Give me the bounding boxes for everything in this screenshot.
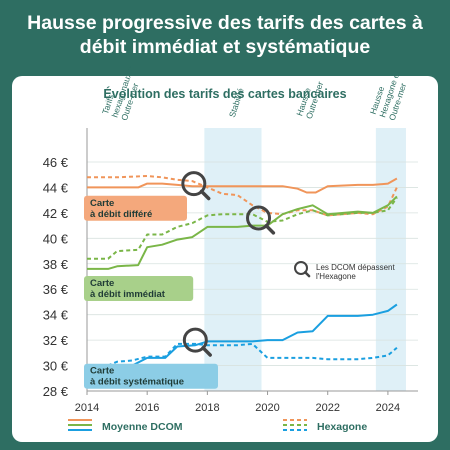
y-tick-label: 32 € [43,333,69,348]
x-tick-label: 2014 [75,402,99,414]
magnifier-legend-icon-handle [303,270,311,278]
y-tick-label: 46 € [43,155,69,170]
x-tick-label: 2024 [376,402,400,414]
series-orange-dashed [87,175,398,217]
series-label-0: Carte à débit différé [90,198,152,220]
marker-note-line: l'Hexagone [316,272,356,281]
y-tick-label: 40 € [43,231,69,246]
series-label-box-2 [84,363,218,389]
x-tick-label: 2016 [135,402,159,414]
magnifier-icon-2-lens [182,327,208,353]
series-label-2: Carte à débit systématique [90,366,184,388]
y-tick-label: 36 € [43,282,69,297]
magnifier-legend-icon-lens [294,261,308,275]
magnifier-icon-2-handle [201,346,212,357]
magnifier-icon-0-handle [199,189,211,201]
marker-note-line: Les DCOM dépassent [316,263,395,272]
y-tick-label: 28 € [43,384,69,399]
series-label-line: à débit systématique [90,377,184,388]
legend-dcom-label: Moyenne DCOM [102,421,183,433]
shaded-period-1 [375,128,406,391]
legend-hexagone-label: Hexagone [317,421,367,433]
magnifier-icon-1-handle [264,223,276,235]
x-tick-label: 2020 [255,402,279,414]
period-annotation-3: HausseHexagone etOutre-mer [368,66,412,122]
y-tick-label: 38 € [43,257,69,272]
y-tick-label: 42 € [43,206,69,221]
series-blue-dashed [87,342,398,368]
series-label-1: Carte à débit immédiat [90,278,166,300]
marker-note: Les DCOM dépassent l'Hexagone [316,263,395,281]
series-label-line: à débit différé [90,209,152,220]
series-label-box-1 [84,275,194,301]
series-green-dashed [87,197,398,260]
series-orange-solid [87,177,398,194]
shaded-period-0 [204,128,262,391]
magnifier-icon-1-lens [246,205,272,231]
y-tick-label: 30 € [43,359,69,374]
chart-subtitle: Évolution des tarifs des cartes bancaire… [103,86,346,101]
series-label-line: Carte [90,278,114,289]
y-tick-label: 44 € [43,180,69,195]
series-label-line: à débit immédiat [90,289,166,300]
x-tick-label: 2022 [315,402,339,414]
series-label-box-0 [84,195,187,221]
series-label-line: Carte [90,198,114,209]
series-label-line: Carte [90,366,114,377]
page-title: Hausse progressive des tarifs des cartes… [27,12,423,58]
x-tick-label: 2018 [195,402,219,414]
magnifier-icon-0-lens [181,171,207,197]
y-tick-label: 34 € [43,308,69,323]
series-green-solid [87,195,398,270]
header: Hausse progressive des tarifs des cartes… [0,0,450,78]
